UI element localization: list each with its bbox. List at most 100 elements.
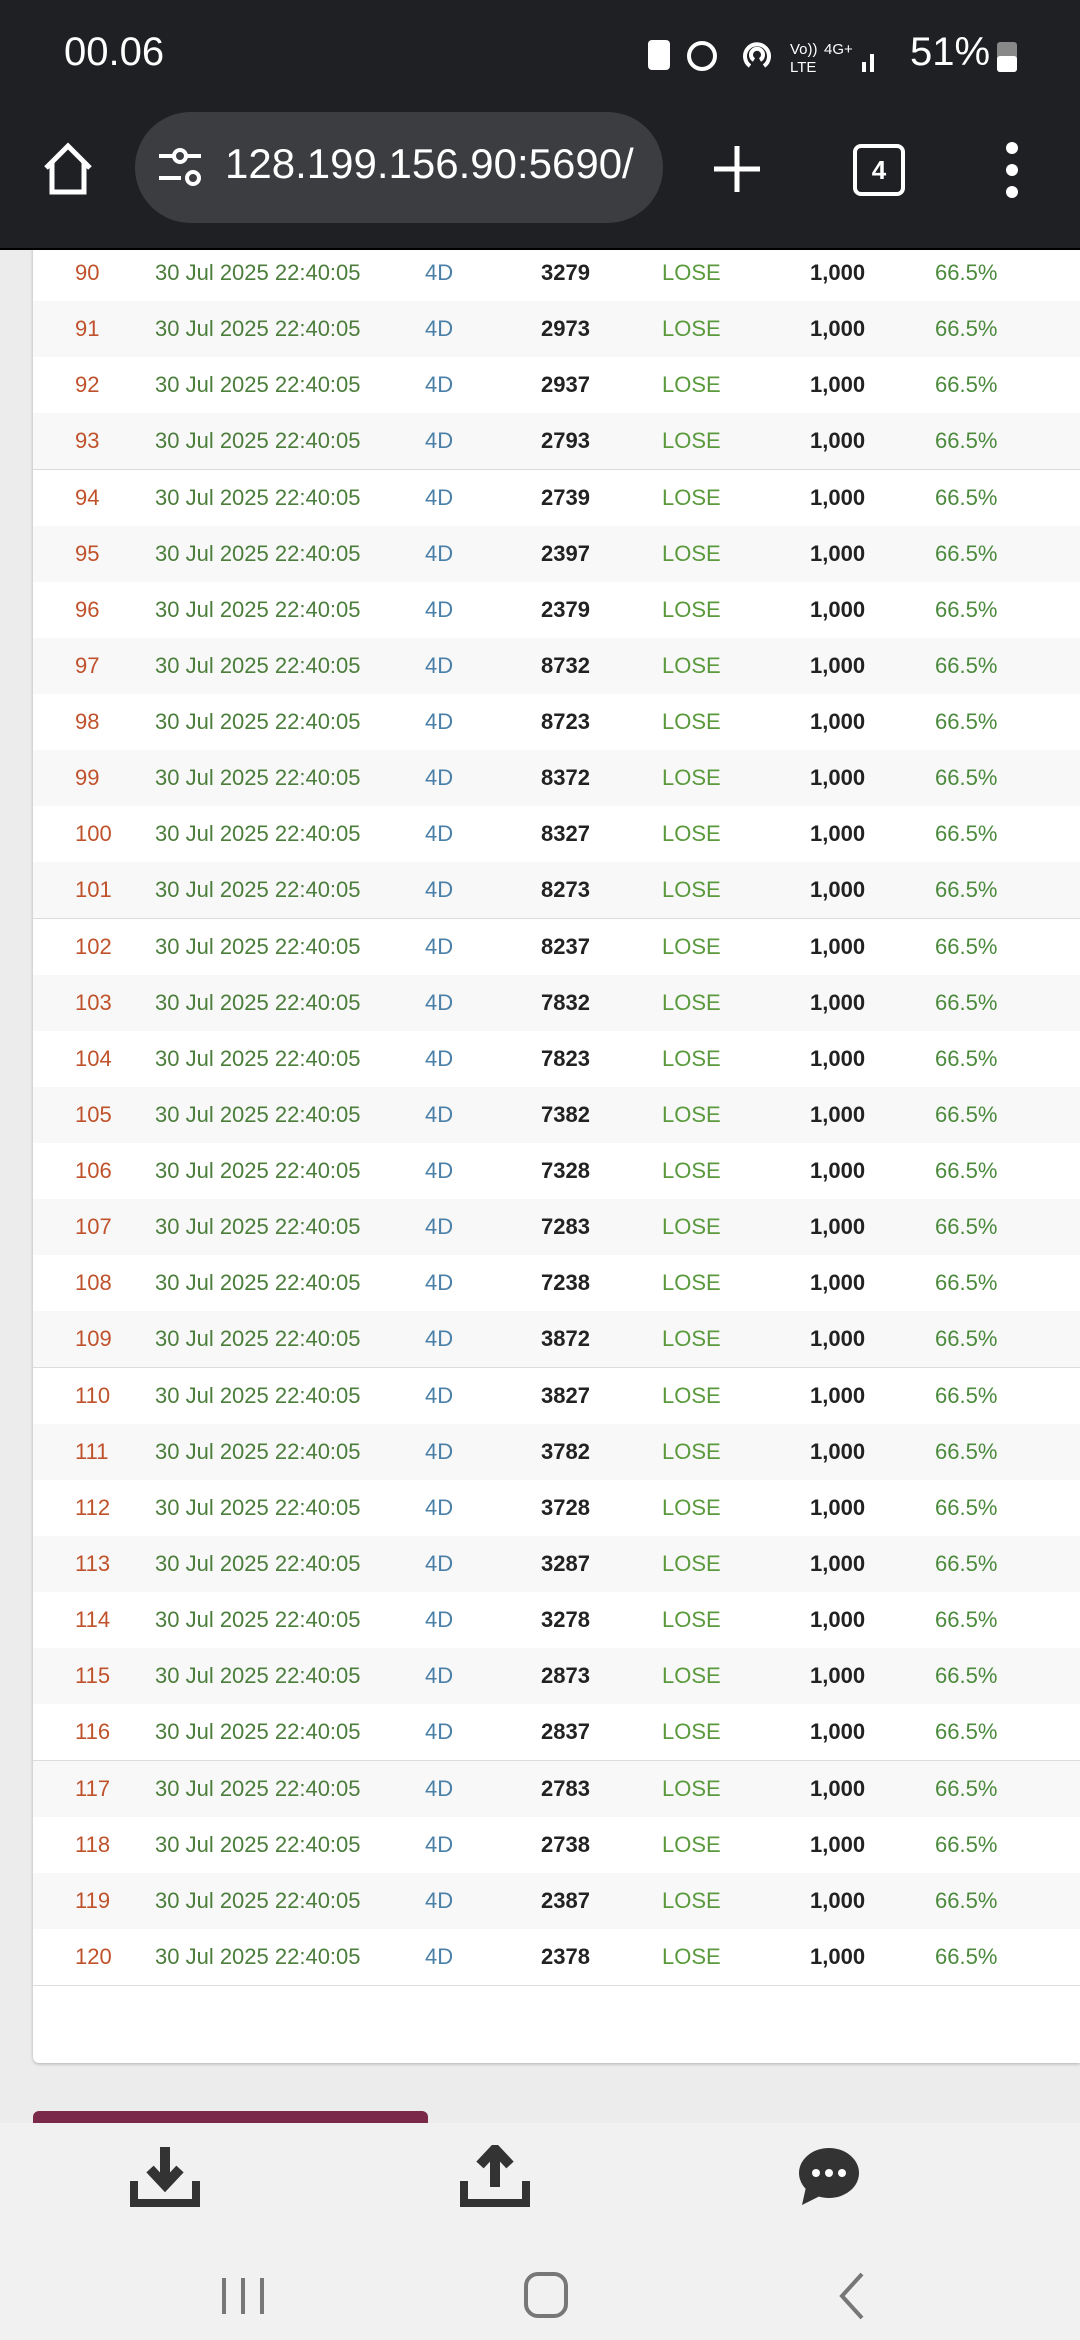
row-index: 117 <box>75 1775 111 1801</box>
table-row: 99 30 Jul 2025 22:40:05 4D 8372 LOSE 1,000 66.… <box>33 750 1080 808</box>
row-index: 97 <box>75 652 100 678</box>
amount: 1,000 <box>810 1158 866 1184</box>
table-row: 119 30 Jul 2025 22:40:05 4D 2387 LOSE 1,000 66… <box>33 1872 1080 1930</box>
table-row: 110 30 Jul 2025 22:40:05 4D 3827 LOSE 1,000 66… <box>33 1367 1080 1425</box>
rate: 66.5% <box>935 372 998 398</box>
rate: 66.5% <box>935 428 998 454</box>
table-row: 104 30 Jul 2025 22:40:05 4D 7823 LOSE 1,000 66… <box>33 1030 1080 1088</box>
result: LOSE <box>662 1326 721 1352</box>
date: 30 Jul 2025 22:40:05 <box>155 821 361 847</box>
row-index: 113 <box>75 1550 111 1576</box>
date: 30 Jul 2025 22:40:05 <box>155 933 361 959</box>
table-row: 96 30 Jul 2025 22:40:05 4D 2379 LOSE 1,000 66.… <box>33 581 1080 639</box>
number: 8273 <box>541 877 590 903</box>
address-bar[interactable]: 128.199.156.90:5690/ <box>135 112 663 223</box>
result: LOSE <box>662 652 721 678</box>
battery-icon <box>997 42 1017 72</box>
game-type: 4D <box>425 1158 454 1184</box>
table-row: 120 30 Jul 2025 22:40:05 4D 2378 LOSE 1,000 66… <box>33 1928 1080 1986</box>
rate: 66.5% <box>935 316 998 342</box>
amount: 1,000 <box>810 1438 866 1464</box>
row-index: 116 <box>75 1719 111 1745</box>
table-row: 101 30 Jul 2025 22:40:05 4D 8273 LOSE 1,000 66… <box>33 862 1080 920</box>
browser-chrome: 00.06 Vo)) LTE 4G+ 51% 128.199.156.90:569… <box>0 0 1080 250</box>
upload-button[interactable] <box>460 2145 530 2209</box>
row-index: 103 <box>75 989 112 1015</box>
amount: 1,000 <box>810 484 866 510</box>
row-index: 92 <box>75 372 100 398</box>
game-type: 4D <box>425 1101 454 1127</box>
new-tab-button[interactable] <box>712 144 762 194</box>
amount: 1,000 <box>810 821 866 847</box>
date: 30 Jul 2025 22:40:05 <box>155 596 361 622</box>
amount: 1,000 <box>810 1382 866 1408</box>
table-row: 103 30 Jul 2025 22:40:05 4D 7832 LOSE 1,000 66… <box>33 974 1080 1032</box>
result: LOSE <box>662 1158 721 1184</box>
row-index: 98 <box>75 709 100 735</box>
result: LOSE <box>662 428 721 454</box>
number: 2739 <box>541 484 590 510</box>
result: LOSE <box>662 540 721 566</box>
table-row: 107 30 Jul 2025 22:40:05 4D 7283 LOSE 1,000 66… <box>33 1199 1080 1257</box>
number: 8327 <box>541 821 590 847</box>
result: LOSE <box>662 1943 721 1969</box>
date: 30 Jul 2025 22:40:05 <box>155 1607 361 1633</box>
number: 2937 <box>541 372 590 398</box>
row-index: 111 <box>75 1438 109 1464</box>
date: 30 Jul 2025 22:40:05 <box>155 877 361 903</box>
svg-text:LTE: LTE <box>790 59 816 76</box>
date: 30 Jul 2025 22:40:05 <box>155 1943 361 1969</box>
rate: 66.5% <box>935 765 998 791</box>
amount: 1,000 <box>810 1887 866 1913</box>
rate: 66.5% <box>935 1550 998 1576</box>
date: 30 Jul 2025 22:40:05 <box>155 1494 361 1520</box>
table-row: 93 30 Jul 2025 22:40:05 4D 2793 LOSE 1,000 66.… <box>33 413 1080 471</box>
number: 7832 <box>541 989 590 1015</box>
amount: 1,000 <box>810 1831 866 1857</box>
amount: 1,000 <box>810 596 866 622</box>
table-row: 92 30 Jul 2025 22:40:05 4D 2937 LOSE 1,000 66.… <box>33 357 1080 415</box>
date: 30 Jul 2025 22:40:05 <box>155 428 361 454</box>
row-index: 102 <box>75 933 112 959</box>
table-row: 100 30 Jul 2025 22:40:05 4D 8327 LOSE 1,000 66… <box>33 806 1080 864</box>
rate: 66.5% <box>935 1270 998 1296</box>
rate: 66.5% <box>935 1607 998 1633</box>
rate: 66.5% <box>935 1158 998 1184</box>
site-info-icon[interactable] <box>157 148 203 188</box>
table-row: 97 30 Jul 2025 22:40:05 4D 8732 LOSE 1,000 66.… <box>33 637 1080 695</box>
date: 30 Jul 2025 22:40:05 <box>155 1382 361 1408</box>
table-row: 117 30 Jul 2025 22:40:05 4D 2783 LOSE 1,000 66… <box>33 1760 1080 1818</box>
rate: 66.5% <box>935 1887 998 1913</box>
download-button[interactable] <box>130 2145 200 2209</box>
chat-button[interactable] <box>798 2147 860 2207</box>
game-type: 4D <box>425 821 454 847</box>
game-type: 4D <box>425 989 454 1015</box>
game-type: 4D <box>425 1270 454 1296</box>
date: 30 Jul 2025 22:40:05 <box>155 540 361 566</box>
number: 7823 <box>541 1045 590 1071</box>
amount: 1,000 <box>810 877 866 903</box>
row-index: 100 <box>75 821 112 847</box>
row-index: 112 <box>75 1494 111 1520</box>
game-type: 4D <box>425 1663 454 1689</box>
result: LOSE <box>662 1719 721 1745</box>
result: LOSE <box>662 316 721 342</box>
date: 30 Jul 2025 22:40:05 <box>155 260 361 285</box>
tab-switcher[interactable]: 4 <box>853 144 905 196</box>
number: 2397 <box>541 540 590 566</box>
date: 30 Jul 2025 22:40:05 <box>155 652 361 678</box>
home-button[interactable] <box>40 140 96 196</box>
rate: 66.5% <box>935 596 998 622</box>
number: 2379 <box>541 596 590 622</box>
result: LOSE <box>662 1831 721 1857</box>
result: LOSE <box>662 1438 721 1464</box>
game-type: 4D <box>425 1382 454 1408</box>
row-index: 95 <box>75 540 100 566</box>
menu-button[interactable] <box>1000 142 1024 198</box>
table-row: 118 30 Jul 2025 22:40:05 4D 2738 LOSE 1,000 66… <box>33 1816 1080 1874</box>
result: LOSE <box>662 709 721 735</box>
result: LOSE <box>662 1101 721 1127</box>
bottom-bar <box>0 2123 1080 2340</box>
game-type: 4D <box>425 316 454 342</box>
game-type: 4D <box>425 1550 454 1576</box>
